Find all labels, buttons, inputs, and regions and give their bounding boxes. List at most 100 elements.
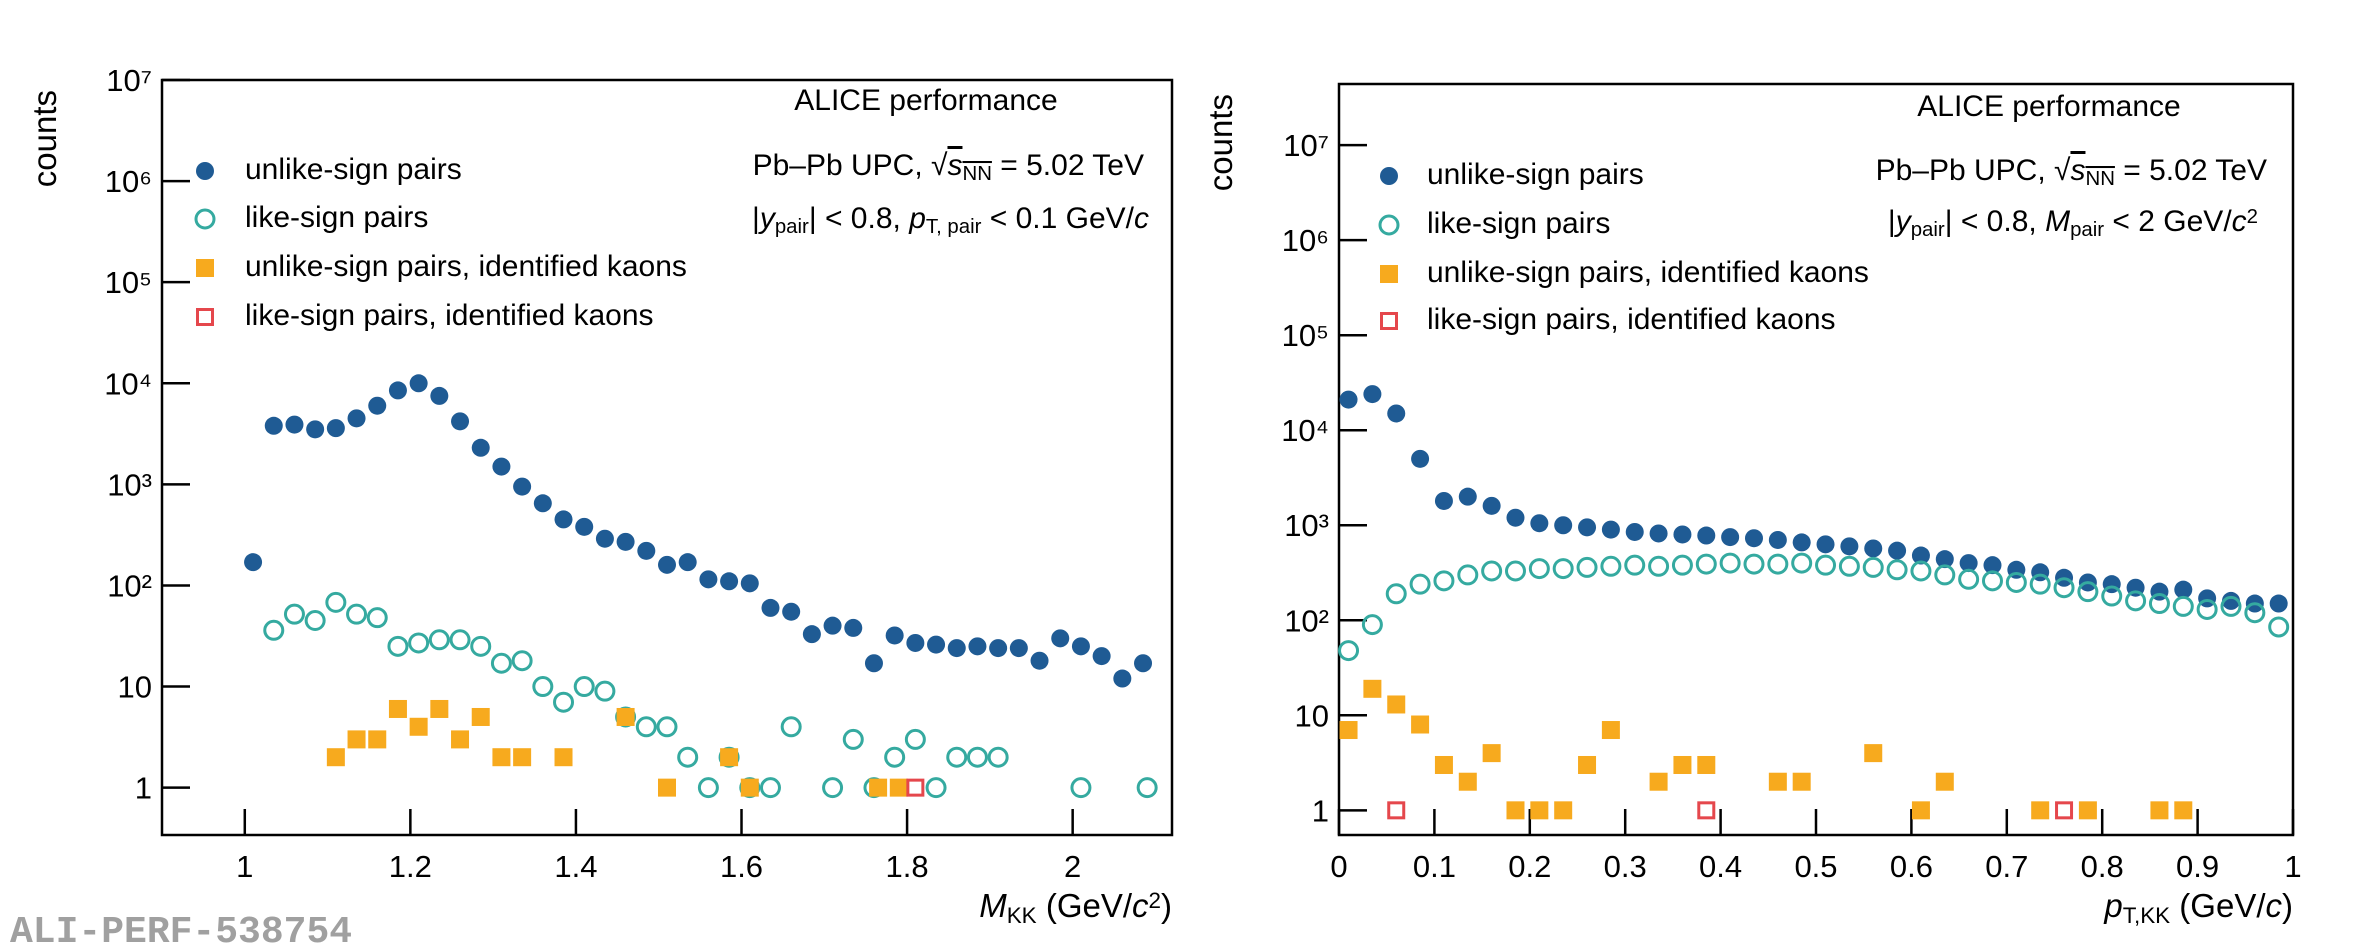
x-tick-label: 0.2 — [1508, 849, 1551, 884]
point — [471, 707, 490, 726]
text-part: | < 0.8, — [1945, 205, 2045, 238]
point — [989, 639, 1008, 658]
text-part: √ — [931, 149, 948, 182]
point — [2053, 577, 2075, 599]
point — [513, 477, 532, 496]
text-part: s — [2070, 154, 2085, 187]
point — [1387, 801, 1406, 820]
x-tick-label: 0.7 — [1985, 849, 2028, 884]
point — [2174, 580, 2193, 599]
point — [304, 610, 326, 632]
y-tick-label: 10³ — [107, 467, 152, 502]
x-tick-label: 0.9 — [2176, 849, 2219, 884]
point — [1458, 487, 1477, 506]
text-part: pair — [1911, 219, 1945, 241]
text-part: pair — [2070, 219, 2104, 241]
point — [470, 635, 492, 657]
point — [1649, 772, 1668, 791]
y-tick-label: 10³ — [1284, 508, 1329, 543]
legend-marker — [1380, 167, 1398, 185]
point — [1576, 556, 1598, 578]
point — [842, 728, 864, 750]
point — [1092, 647, 1111, 666]
point — [387, 635, 409, 657]
point — [388, 699, 407, 718]
text-part: = 5.02 TeV — [992, 149, 1144, 182]
point — [1504, 560, 1526, 582]
point — [966, 746, 988, 768]
point — [409, 717, 428, 736]
point — [1434, 491, 1453, 510]
legend-label: like-sign pairs — [245, 201, 428, 234]
point — [889, 778, 908, 797]
point — [1457, 564, 1479, 586]
point — [1530, 514, 1549, 533]
point — [1554, 801, 1573, 820]
point — [823, 616, 842, 635]
point — [1554, 516, 1573, 535]
point — [1071, 637, 1090, 656]
point — [1411, 715, 1430, 734]
legend-marker — [196, 162, 214, 180]
point — [1935, 772, 1954, 791]
legend-label: unlike-sign pairs, identified kaons — [1427, 256, 1869, 289]
point — [490, 652, 512, 674]
point — [533, 494, 552, 513]
point — [2055, 801, 2074, 820]
text-part: NN — [962, 163, 991, 185]
text-part: = 5.02 TeV — [2115, 154, 2267, 187]
point — [1009, 639, 1028, 658]
point — [1601, 520, 1620, 539]
x-tick-label: 2 — [1064, 849, 1081, 884]
point — [2125, 590, 2147, 612]
point — [1743, 553, 1765, 575]
point — [1481, 560, 1503, 582]
text-part: M — [979, 887, 1007, 924]
point — [2005, 571, 2027, 593]
point — [906, 633, 925, 652]
text-part: 2 — [2247, 206, 2258, 228]
point — [511, 650, 533, 672]
x-tick-label: 1.2 — [389, 849, 432, 884]
y-tick-label: 10² — [1284, 603, 1329, 638]
point — [1506, 508, 1525, 527]
point — [2244, 602, 2266, 624]
point — [780, 716, 802, 738]
point — [430, 699, 449, 718]
point — [1387, 404, 1406, 423]
point — [1411, 449, 1430, 468]
point — [451, 730, 470, 749]
point — [366, 607, 388, 629]
point — [1838, 555, 1860, 577]
point — [513, 748, 532, 767]
x-tick-label: 0.3 — [1604, 849, 1647, 884]
y-axis-title: counts — [1202, 94, 1239, 191]
text-part: Pb–Pb UPC, — [753, 149, 931, 182]
text-part: s — [947, 149, 962, 182]
point — [430, 386, 449, 405]
text-part: ) — [1161, 887, 1172, 924]
text-part: c — [2232, 205, 2247, 238]
point — [1697, 755, 1716, 774]
point — [616, 532, 635, 551]
x-tick-label: 1 — [236, 849, 253, 884]
x-tick-label: 0.6 — [1890, 849, 1933, 884]
point — [2031, 801, 2050, 820]
point — [2174, 801, 2193, 820]
point — [1791, 552, 1813, 574]
text-part: ALICE performance — [794, 84, 1057, 117]
point — [927, 635, 946, 654]
point — [1552, 558, 1574, 580]
x-tick-label: 1.4 — [554, 849, 597, 884]
point — [492, 748, 511, 767]
x-tick-label: 1 — [2284, 849, 2301, 884]
point — [1051, 629, 1070, 648]
point — [637, 541, 656, 560]
legend-marker — [1380, 265, 1398, 283]
point — [1649, 524, 1668, 543]
point — [864, 654, 883, 673]
point — [1981, 570, 2003, 592]
annotation: Pb–Pb UPC, √sNN = 5.02 TeV — [1876, 154, 2267, 190]
annotation: |ypair| < 0.8, Mpair < 2 GeV/c2 — [1888, 205, 2258, 241]
point — [263, 619, 285, 641]
